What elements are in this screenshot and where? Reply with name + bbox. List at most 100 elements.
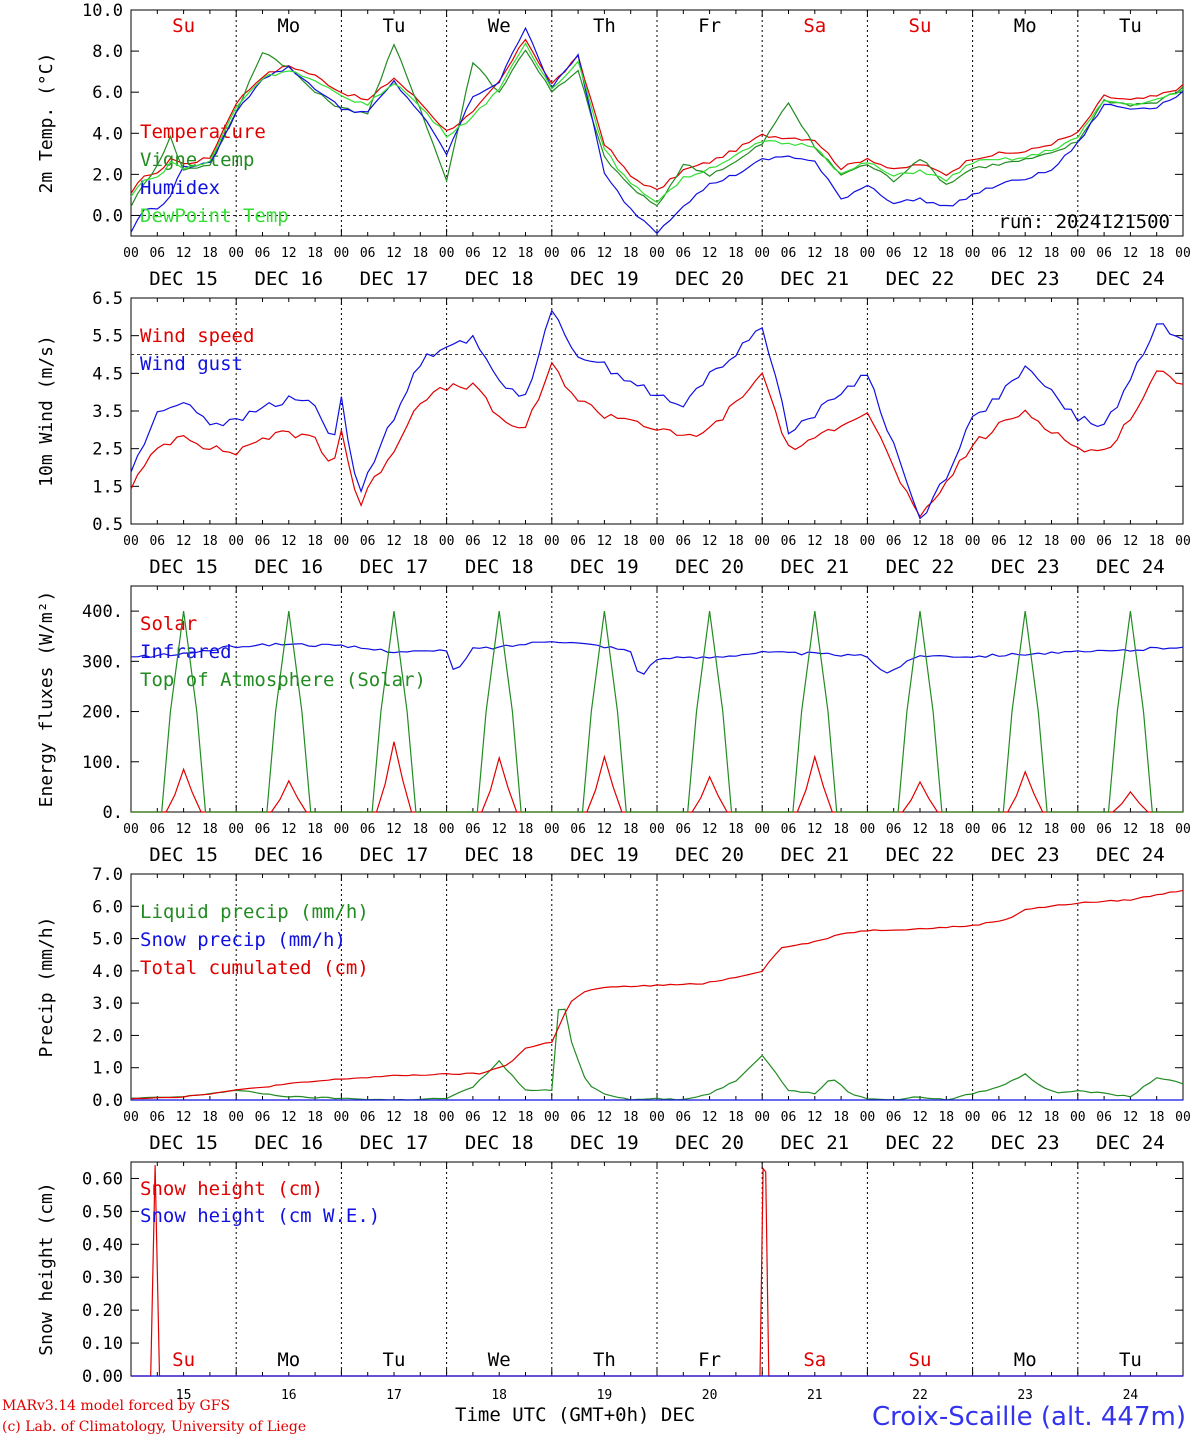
hour-tick-label: 12 (1123, 534, 1139, 549)
y-tick-label: 6.0 (92, 897, 123, 917)
hour-tick-label: 06 (255, 1110, 271, 1125)
y-axis-label: 2m Temp. (°C) (36, 53, 57, 194)
date-label: DEC 21 (780, 268, 849, 290)
y-axis-label: Precip (mm/h) (36, 917, 57, 1058)
hour-tick-label: 06 (781, 534, 797, 549)
y-tick-label: 100. (82, 753, 123, 773)
legend-entry: Wind speed (140, 325, 254, 347)
hour-tick-label: 18 (518, 822, 534, 837)
y-tick-label: 3.5 (92, 402, 123, 422)
series-line (130, 43, 1184, 207)
hour-tick-label: 00 (1070, 534, 1086, 549)
legend-entry: Temperature (140, 121, 266, 143)
hour-tick-label: 06 (570, 1110, 586, 1125)
hour-tick-label: 12 (281, 246, 297, 261)
weekday-label: We (488, 1349, 511, 1371)
hour-tick-label: 06 (570, 246, 586, 261)
weekday-label: Mo (1014, 1349, 1037, 1371)
hour-tick-label: 18 (728, 534, 744, 549)
hour-tick-label: 06 (886, 534, 902, 549)
legend-entry: Total cumulated (cm) (140, 957, 369, 979)
hour-tick-label: 00 (965, 534, 981, 549)
hour-tick-label: 06 (465, 534, 481, 549)
weekday-label: Su (909, 1349, 932, 1371)
date-label: DEC 24 (1096, 556, 1165, 578)
date-label: DEC 18 (465, 1132, 534, 1154)
date-label: DEC 22 (886, 844, 955, 866)
hour-tick-label: 12 (1123, 1110, 1139, 1125)
date-label: DEC 23 (991, 556, 1060, 578)
time-axis-title: Time UTC (GMT+0h) DEC (455, 1404, 696, 1426)
series-line (131, 611, 1183, 813)
hour-tick-label: 18 (728, 246, 744, 261)
hour-tick-label: 18 (938, 534, 954, 549)
station-name: Croix-Scaille (alt. 447m) (872, 1402, 1186, 1432)
date-label: DEC 16 (254, 556, 323, 578)
date-label: DEC 21 (780, 1132, 849, 1154)
hour-tick-label: 18 (1044, 822, 1060, 837)
y-tick-label: 4.0 (92, 124, 123, 144)
hour-tick-label: 06 (149, 246, 165, 261)
weekday-label: Sa (803, 15, 826, 37)
hour-tick-label: 06 (675, 1110, 691, 1125)
hour-tick-label: 12 (807, 1110, 823, 1125)
legend-entry: Humidex (140, 177, 220, 199)
hour-tick-label: 12 (912, 534, 928, 549)
weekday-label: Sa (803, 1349, 826, 1371)
hour-tick-label: 18 (307, 534, 323, 549)
hour-tick-label: 06 (1096, 1110, 1112, 1125)
hour-tick-label: 06 (675, 246, 691, 261)
date-label: DEC 24 (1096, 1132, 1165, 1154)
series-line (130, 309, 1184, 520)
hour-tick-label: 00 (1175, 1110, 1191, 1125)
hour-tick-label: 06 (360, 1110, 376, 1125)
y-tick-label: 2.5 (92, 440, 123, 460)
hour-tick-label: 00 (860, 1110, 876, 1125)
hour-tick-label: 12 (912, 1110, 928, 1125)
legend-entry: Snow height (cm W.E.) (140, 1205, 380, 1227)
day-number-label: 23 (1017, 1388, 1033, 1403)
y-tick-label: 400. (82, 602, 123, 622)
hour-tick-label: 12 (1123, 246, 1139, 261)
hour-tick-label: 00 (439, 246, 455, 261)
hour-tick-label: 18 (833, 246, 849, 261)
y-tick-label: 7.0 (92, 865, 123, 885)
y-axis-label: 10m Wind (m/s) (36, 335, 57, 487)
y-tick-label: 0.30 (82, 1268, 123, 1288)
hour-tick-label: 18 (1044, 246, 1060, 261)
day-number-label: 24 (1123, 1388, 1139, 1403)
date-label: DEC 16 (254, 268, 323, 290)
hour-tick-label: 00 (439, 822, 455, 837)
hour-tick-label: 18 (518, 534, 534, 549)
date-label: DEC 16 (254, 1132, 323, 1154)
series-line (130, 42, 1184, 204)
y-tick-label: 300. (82, 652, 123, 672)
hour-tick-label: 12 (176, 246, 192, 261)
hour-tick-label: 18 (623, 1110, 639, 1125)
series-line (130, 889, 1184, 1100)
y-tick-label: 1.5 (92, 477, 123, 497)
y-tick-label: 0.10 (82, 1334, 123, 1354)
hour-tick-label: 18 (412, 534, 428, 549)
y-tick-label: 1.0 (92, 1059, 123, 1079)
hour-tick-label: 18 (833, 534, 849, 549)
hour-tick-label: 12 (491, 822, 507, 837)
hour-tick-label: 06 (781, 246, 797, 261)
date-label: DEC 20 (675, 268, 744, 290)
hour-tick-label: 06 (991, 246, 1007, 261)
hour-tick-label: 18 (623, 534, 639, 549)
y-tick-label: 0.0 (92, 206, 123, 226)
hour-tick-label: 12 (281, 1110, 297, 1125)
date-label: DEC 23 (991, 268, 1060, 290)
date-label: DEC 15 (149, 1132, 218, 1154)
series-line (130, 26, 1184, 235)
hour-tick-label: 00 (228, 1110, 244, 1125)
hour-tick-label: 00 (860, 822, 876, 837)
hour-tick-label: 00 (754, 822, 770, 837)
hour-tick-label: 00 (649, 1110, 665, 1125)
hour-tick-label: 00 (1070, 822, 1086, 837)
weekday-label: Fr (698, 1349, 721, 1371)
date-label: DEC 23 (991, 1132, 1060, 1154)
y-tick-label: 0.60 (82, 1169, 123, 1189)
y-tick-label: 0.50 (82, 1202, 123, 1222)
